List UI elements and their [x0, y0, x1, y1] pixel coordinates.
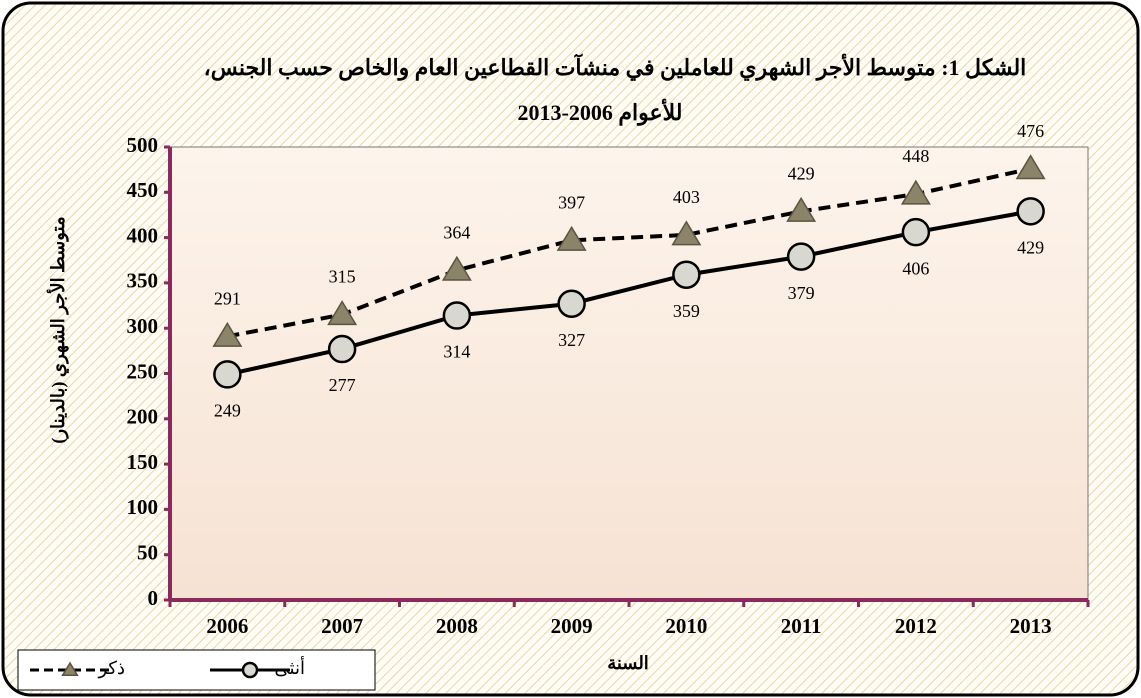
x-tick-label: 2008 [436, 614, 478, 638]
x-axis-label: السنة [607, 653, 649, 673]
marker [327, 300, 358, 326]
y-tick-label: 0 [148, 586, 159, 610]
marker [212, 321, 243, 347]
y-tick-label: 400 [127, 223, 159, 247]
data-label: 364 [443, 222, 470, 242]
marker [327, 334, 357, 364]
marker [442, 301, 472, 330]
marker [556, 225, 587, 251]
legend-label: أنثى [275, 656, 305, 678]
marker [557, 289, 586, 318]
legend-label: ذكر [97, 658, 125, 679]
data-label: 406 [902, 258, 929, 278]
data-label: 327 [558, 330, 585, 350]
y-tick-label: 500 [127, 133, 159, 157]
legend-marker [61, 661, 79, 676]
y-axis-label: متوسط الأجر الشهري (بالدينار) [46, 216, 69, 443]
marker [786, 196, 817, 222]
data-label: 476 [1017, 121, 1044, 141]
data-label: 314 [443, 342, 470, 362]
data-label: 359 [673, 301, 700, 321]
x-tick-label: 2010 [665, 614, 707, 638]
x-tick-label: 2009 [551, 614, 593, 638]
marker [900, 179, 931, 205]
marker [672, 260, 701, 289]
marker [1016, 197, 1045, 226]
marker [901, 217, 931, 247]
x-tick-label: 2012 [895, 614, 937, 638]
legend-marker [241, 661, 259, 679]
marker [1015, 154, 1046, 180]
data-label: 403 [673, 187, 700, 207]
data-label: 397 [558, 192, 585, 212]
data-label: 448 [902, 146, 929, 166]
x-tick-label: 2013 [1010, 614, 1052, 638]
y-tick-label: 150 [127, 450, 159, 474]
marker [213, 360, 242, 389]
data-label: 429 [788, 163, 815, 183]
x-tick-label: 2011 [781, 614, 822, 638]
y-tick-label: 200 [127, 405, 159, 429]
series-line [227, 166, 1032, 339]
data-label: 249 [214, 401, 241, 421]
marker [786, 242, 816, 271]
series-line [226, 209, 1031, 377]
y-tick-label: 300 [127, 314, 159, 338]
marker [441, 255, 472, 281]
y-tick-label: 450 [127, 178, 159, 202]
x-tick-label: 2006 [206, 614, 248, 638]
y-tick-label: 100 [127, 495, 159, 519]
plot-area [169, 146, 1089, 601]
x-tick-label: 2007 [321, 614, 363, 638]
y-tick-label: 50 [137, 541, 158, 565]
data-label: 277 [329, 375, 356, 395]
data-label: 291 [214, 288, 241, 308]
chart-subtitle: للأعوام 2006-2013 [518, 98, 683, 126]
data-label: 379 [788, 283, 815, 303]
data-label: 315 [329, 267, 356, 287]
y-tick-label: 250 [127, 359, 159, 383]
y-tick-label: 350 [127, 269, 159, 293]
chart-title: الشكل 1: متوسط الأجر الشهري للعاملين في … [204, 53, 1027, 81]
data-label: 429 [1017, 237, 1044, 257]
marker [671, 220, 702, 246]
